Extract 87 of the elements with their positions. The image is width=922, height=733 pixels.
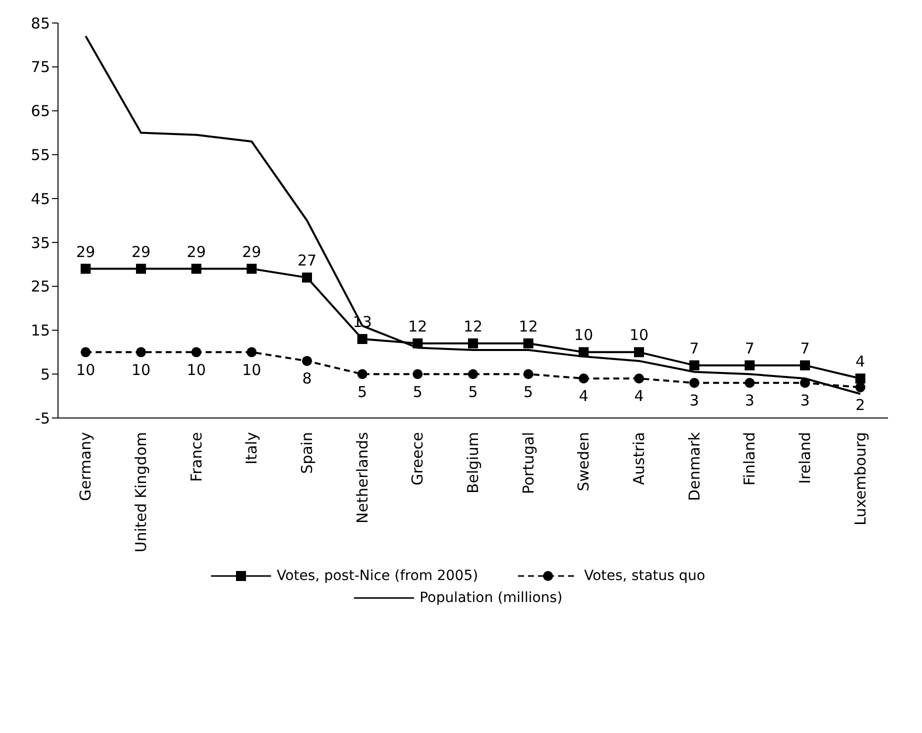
data-label: 3 — [744, 392, 754, 410]
point — [412, 338, 423, 348]
x-tick-label: Netherlands — [353, 432, 372, 524]
point — [191, 347, 202, 358]
data-label: 10 — [186, 360, 206, 379]
x-tick-label: Germany — [76, 432, 95, 501]
x-tick-label: Ireland — [796, 432, 814, 484]
y-tick-label: 55 — [30, 146, 50, 164]
data-label: 7 — [690, 339, 700, 358]
point — [80, 264, 91, 274]
point — [246, 347, 257, 358]
point — [744, 378, 755, 388]
x-tick-label: United Kingdom — [132, 432, 150, 552]
x-tick-label: Denmark — [685, 432, 704, 501]
point — [634, 374, 644, 384]
data-label: 29 — [76, 242, 96, 261]
point — [80, 347, 91, 358]
y-tick-label: 35 — [30, 234, 50, 252]
point — [578, 347, 589, 358]
point — [855, 374, 866, 384]
point — [689, 378, 700, 388]
x-tick-label: Portugal — [519, 432, 538, 494]
data-label: 12 — [518, 317, 538, 336]
data-label: 10 — [242, 360, 262, 379]
data-label: 4 — [634, 387, 644, 406]
data-label: 4 — [856, 352, 866, 370]
data-label: 5 — [358, 382, 368, 401]
legend-label: Votes, post-Nice (from 2005) — [276, 568, 478, 584]
data-label: 5 — [412, 382, 422, 401]
data-label: 5 — [468, 382, 478, 401]
x-tick-label: Greece — [408, 432, 427, 486]
data-label: 29 — [131, 242, 151, 261]
x-tick-label: Spain — [298, 432, 316, 474]
y-tick-label: 65 — [30, 102, 50, 120]
data-label: 10 — [76, 360, 96, 379]
data-label: 2 — [856, 396, 866, 414]
point — [800, 378, 810, 388]
x-tick-label: Sweden — [574, 432, 593, 492]
y-tick-label: 5 — [40, 365, 50, 384]
point — [855, 382, 866, 392]
data-label: 12 — [463, 317, 483, 336]
data-label: 27 — [297, 252, 317, 270]
x-tick-label: Finland — [740, 432, 759, 486]
point — [302, 356, 312, 366]
data-label: 10 — [131, 360, 151, 379]
y-tick-label: 85 — [30, 14, 50, 32]
data-label: 4 — [578, 387, 588, 406]
data-label: 3 — [690, 392, 700, 410]
point — [191, 264, 202, 274]
data-label: 10 — [629, 326, 649, 344]
point — [302, 272, 312, 283]
legend-label: Population (millions) — [420, 590, 562, 606]
y-tick-label: -5 — [35, 409, 50, 428]
point — [412, 369, 423, 380]
point — [578, 374, 589, 384]
y-tick-label: 15 — [30, 322, 50, 340]
y-tick-label: 75 — [30, 58, 50, 76]
data-label: 3 — [800, 392, 810, 410]
data-label: 7 — [800, 339, 810, 358]
data-label: 7 — [744, 339, 754, 358]
point — [800, 360, 810, 370]
point — [523, 369, 534, 380]
point — [744, 360, 755, 370]
y-tick-label: 45 — [30, 190, 50, 208]
data-label: 12 — [408, 317, 428, 336]
data-label: 10 — [574, 326, 594, 344]
data-label: 8 — [302, 370, 312, 388]
x-tick-label: Luxembourg — [851, 432, 870, 526]
x-tick-label: Italy — [242, 432, 261, 465]
data-label: 29 — [186, 242, 206, 261]
data-label: 29 — [242, 242, 262, 261]
point — [357, 334, 368, 344]
point — [468, 369, 478, 380]
point — [634, 347, 644, 358]
point — [468, 338, 478, 348]
point — [136, 264, 146, 274]
point — [136, 347, 146, 358]
x-tick-label: Belgium — [464, 432, 482, 494]
point — [246, 264, 257, 274]
y-tick-label: 25 — [30, 278, 50, 296]
data-label: 5 — [524, 382, 534, 401]
x-tick-label: Austria — [630, 432, 648, 485]
legend-label: Votes, status quo — [584, 568, 706, 584]
x-tick-label: France — [187, 432, 206, 482]
point — [523, 338, 534, 348]
point — [357, 369, 368, 380]
point — [689, 360, 700, 370]
